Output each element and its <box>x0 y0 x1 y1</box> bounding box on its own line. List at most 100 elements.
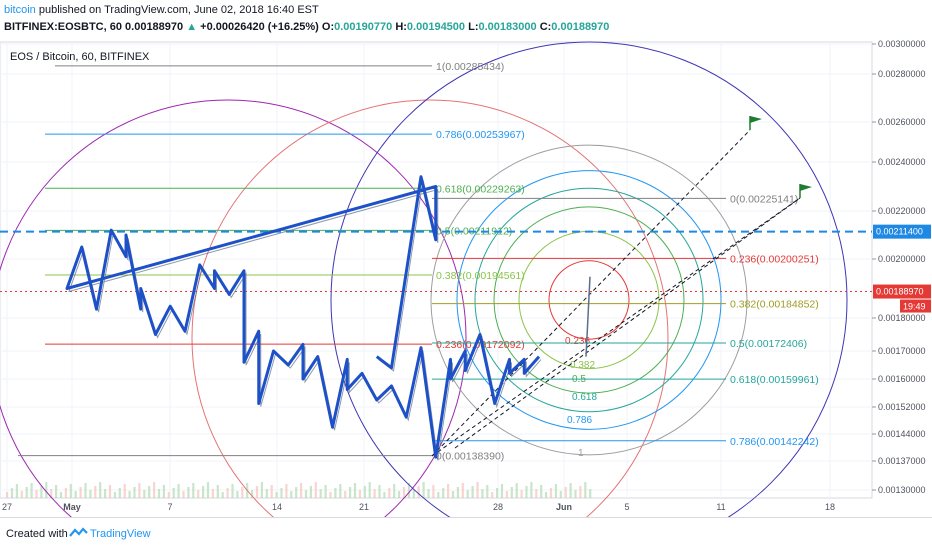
volume-bar <box>64 488 67 498</box>
fib-circle-label: 0.382 <box>570 360 595 371</box>
volume-bar <box>417 486 420 498</box>
volume-bar <box>10 488 14 498</box>
volume-bar <box>157 489 161 498</box>
volume-bar <box>138 483 141 498</box>
volume-bar <box>182 491 185 498</box>
volume-bar <box>358 490 361 498</box>
volume-bar <box>104 489 107 498</box>
volume-bar <box>260 482 263 498</box>
volume-bar <box>99 482 102 498</box>
volume-bar <box>153 482 156 498</box>
volume-bar <box>45 482 48 498</box>
close-value: 0.00188970 <box>551 21 610 33</box>
volume-bar <box>363 486 366 498</box>
volume-bar <box>545 492 548 498</box>
open-label: O: <box>321 21 335 33</box>
volume-bar <box>177 484 180 498</box>
volume-bar <box>584 482 587 498</box>
volume-bar <box>476 482 479 498</box>
volume-bar <box>231 484 234 498</box>
volume-bar <box>280 488 283 498</box>
volume-bar <box>69 484 72 498</box>
volume-bar <box>491 492 494 498</box>
fib-left-label: 0.618(0.00229263) <box>436 183 525 195</box>
volume-bar <box>295 487 298 498</box>
tradingview-logo-icon[interactable] <box>68 526 88 540</box>
volume-bar <box>388 488 391 498</box>
volume-bar <box>574 490 577 498</box>
volume-bar <box>505 491 508 498</box>
volume-bar <box>79 487 82 498</box>
volume-bar <box>251 490 254 498</box>
fib-left-label: 1(0.00285434) <box>436 61 504 73</box>
y-tick-label: 0.00152000 <box>878 402 926 412</box>
left-fib-circle <box>0 99 467 517</box>
y-tick-label: 0.00137000 <box>878 456 926 466</box>
volume-bar <box>172 488 175 498</box>
volume-bar <box>50 489 53 498</box>
volume-bar <box>349 487 352 498</box>
wave-line <box>65 175 541 459</box>
fib-right-label: 0.382(0.00184852) <box>730 299 819 311</box>
x-tick-label: 28 <box>493 502 503 512</box>
volume-bar <box>148 486 151 498</box>
volume-bar <box>525 486 528 498</box>
volume-bar <box>123 484 126 498</box>
volume-bar <box>255 486 259 498</box>
x-tick-label: 7 <box>167 502 172 512</box>
current-price-tag <box>873 284 931 299</box>
price-chart[interactable]: 0.2360.3820.50.6180.78611(0.00285434)0.7… <box>0 38 932 517</box>
volume-bar <box>402 487 406 498</box>
y-tick-label: 0.00300000 <box>878 39 926 49</box>
chart-title: EOS / Bitcoin, 60, BITFINEX <box>10 51 150 63</box>
volume-bar <box>118 488 121 498</box>
volume-bar <box>407 483 410 498</box>
volume-bar <box>554 484 557 498</box>
author-link[interactable]: bitcoin <box>4 4 36 16</box>
drawings: 0.2360.3820.50.6180.78611(0.00285434)0.7… <box>0 41 872 517</box>
volume-bar <box>40 486 43 498</box>
flag-icon <box>800 184 812 191</box>
fib-outer-circle <box>330 41 848 517</box>
volume-bar <box>35 490 38 498</box>
volume-bar <box>461 483 464 498</box>
fib-circle <box>456 170 722 430</box>
axes: 0.00300000 0.00280000 0.00260000 0.00240000… <box>2 39 931 512</box>
volume-bar <box>221 492 224 498</box>
volume-bar <box>275 492 278 498</box>
volume-bar <box>329 492 332 498</box>
volume-bar <box>162 485 165 498</box>
volume-bar <box>564 487 567 498</box>
volume-bar <box>94 486 97 498</box>
volume-bar <box>339 484 342 498</box>
price-change: +0.00026420 (+16.25%) <box>200 21 319 33</box>
tradingview-brand[interactable]: TradingView <box>90 528 151 540</box>
volume-bar <box>451 491 455 498</box>
volume-bar <box>344 491 347 498</box>
fib-circle <box>430 144 748 456</box>
volume-bar <box>353 483 357 498</box>
volume-bar <box>579 486 582 498</box>
volume-bar <box>515 483 518 498</box>
volume-bar <box>89 490 92 498</box>
volume-bar <box>368 482 371 498</box>
symbol-quote-line: BITFINEX:EOSBTC, 60 0.00188970 ▲ +0.0002… <box>4 21 609 33</box>
volume-bar <box>192 483 195 498</box>
volume-bar <box>324 485 327 498</box>
volume-bar <box>20 491 23 498</box>
volume-bar <box>187 487 190 498</box>
volume-bar <box>202 486 205 498</box>
x-tick-label: 18 <box>825 502 835 512</box>
x-tick-label: Jun <box>556 502 572 512</box>
volume-bar <box>510 487 513 498</box>
y-tick-label: 0.00144000 <box>878 429 926 439</box>
volume-bar <box>393 484 396 498</box>
left-fib-circle-2 <box>191 99 669 517</box>
y-tick-label: 0.00220000 <box>878 206 926 216</box>
volume-bar <box>226 488 229 498</box>
volume-bar <box>540 485 543 498</box>
fib-circle <box>548 260 630 340</box>
fib-circle-label: 0.618 <box>572 392 597 403</box>
volume-bar <box>290 491 293 498</box>
volume-bar <box>113 492 116 498</box>
